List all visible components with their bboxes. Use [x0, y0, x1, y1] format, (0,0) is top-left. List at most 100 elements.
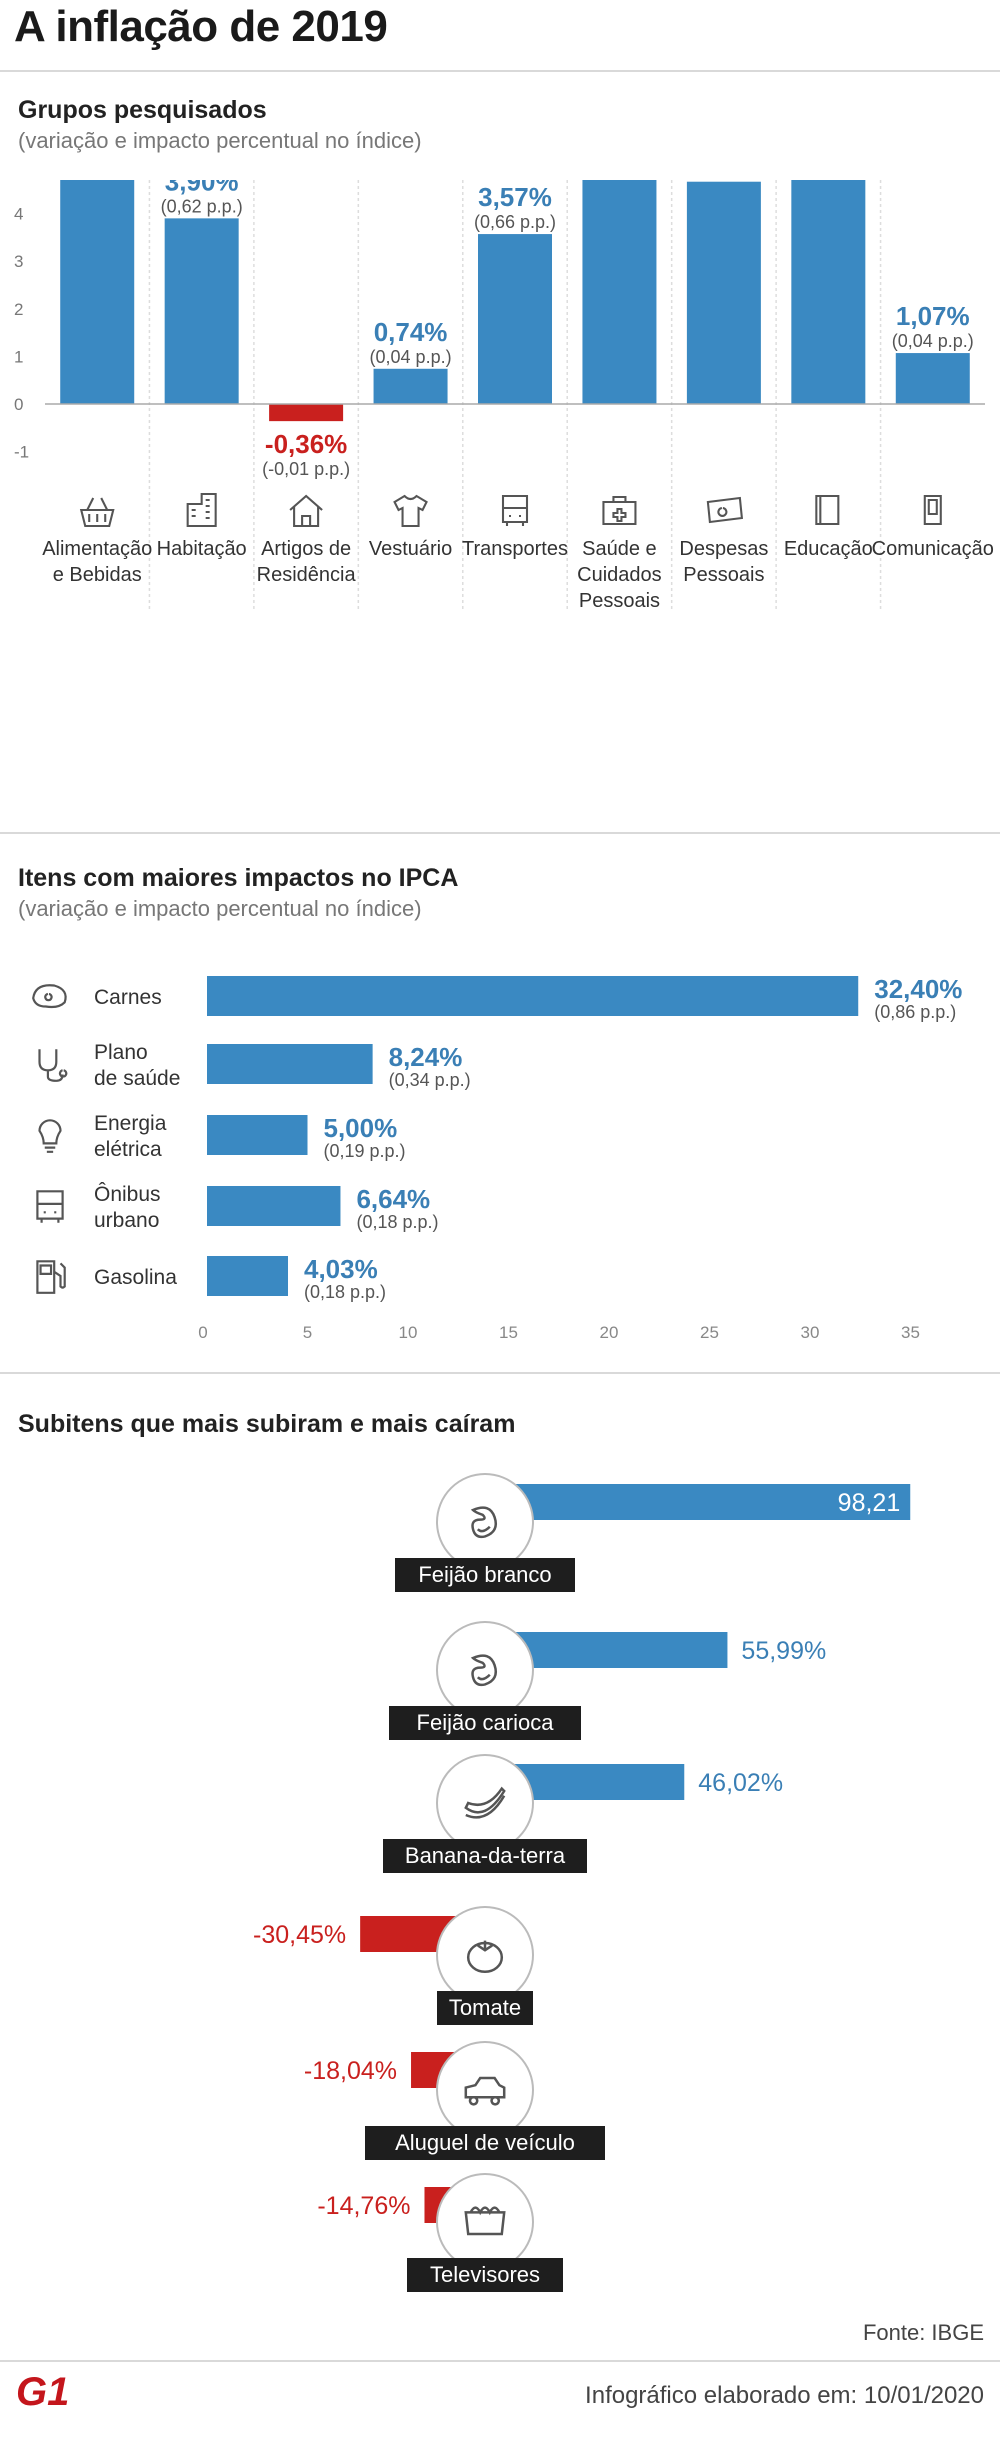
category-label: Comunicação	[872, 538, 994, 560]
bar	[791, 180, 866, 404]
value-label: 4,03%	[304, 1254, 378, 1284]
title-divider	[0, 70, 1000, 72]
category-label: Residência	[257, 564, 357, 586]
category-label: elétrica	[94, 1138, 162, 1161]
impact-label: (0,18 p.p.)	[356, 1212, 438, 1232]
bean-icon-part	[470, 1654, 498, 1687]
bus-icon	[36, 1190, 64, 1223]
tomato-icon-part	[466, 1940, 504, 1974]
label-box	[365, 2126, 605, 2160]
value-label: 32,40%	[874, 974, 962, 1004]
bar	[895, 353, 970, 404]
impact-label: (0,04 p.p.)	[370, 347, 452, 367]
value-label: 6,64%	[356, 1184, 430, 1214]
x-tick-label: 15	[499, 1323, 518, 1342]
category-label: Feijão carioca	[417, 1710, 555, 1735]
value-label: 46,02%	[698, 1769, 783, 1797]
y-tick-label: 1	[14, 347, 23, 366]
category-label: Carnes	[94, 986, 162, 1009]
bean-icon	[470, 1506, 498, 1539]
category-label: Tomate	[449, 1995, 521, 2020]
impact-label: (-0,01 p.p.)	[262, 459, 350, 479]
value-label: -18,04%	[304, 2057, 397, 2085]
y-tick-label: -1	[14, 443, 29, 462]
bar	[478, 234, 552, 404]
y-tick-label: 3	[14, 252, 23, 271]
fuel-pump-icon-part	[36, 1260, 66, 1294]
items-chart: 32,40%(0,86 p.p.) Carnes 8,24%(0,34 p.p.) P…	[32, 974, 962, 1342]
phone-icon-part	[923, 494, 942, 526]
shirt-icon	[393, 494, 428, 528]
category-label: Banana-da-terra	[405, 1843, 566, 1868]
category-label: Cuidados	[577, 564, 662, 586]
impact-label: (0,66 p.p.)	[474, 212, 556, 232]
tv-icon-part	[464, 2206, 506, 2236]
x-tick-label: 10	[399, 1323, 418, 1342]
value-label: 1,07%	[896, 301, 970, 331]
category-label: e Bebidas	[53, 564, 142, 586]
category-label: Gasolina	[94, 1266, 177, 1289]
banana-icon-part	[464, 1786, 506, 1819]
bar	[373, 368, 448, 404]
money-icon	[706, 496, 744, 524]
impact-label: (0,34 p.p.)	[389, 1070, 471, 1090]
section3-title: Subitens que mais subiram e mais caíram	[18, 1410, 516, 1438]
book-icon-part	[815, 494, 840, 526]
category-label: Saúde e	[582, 538, 657, 560]
bar	[207, 1186, 341, 1226]
category-label: Feijão branco	[418, 1562, 551, 1587]
icon-circle	[436, 1473, 534, 1571]
meat-icon	[32, 984, 67, 1009]
house-icon-part	[289, 494, 323, 528]
building-icon-part	[186, 492, 217, 528]
bus-icon	[501, 494, 529, 526]
bus-icon-part	[501, 494, 529, 526]
stethoscope-icon-part	[38, 1049, 68, 1082]
value-label: -14,76%	[317, 2192, 410, 2220]
x-tick-label: 25	[700, 1323, 719, 1342]
section2-subtitle: (variação e impacto percentual no índice…	[18, 896, 422, 921]
category-label: Ônibus	[94, 1183, 161, 1206]
icon-circle	[436, 2041, 534, 2139]
house-icon	[289, 494, 323, 528]
category-label: urbano	[94, 1209, 159, 1232]
value-label: 5,00%	[324, 1113, 398, 1143]
section-divider	[0, 832, 1000, 834]
page-title: A inflação de 2019	[14, 2, 388, 51]
medkit-icon	[602, 495, 637, 526]
footer-date: Infográfico elaborado em: 10/01/2020	[585, 2382, 984, 2409]
category-label: Habitação	[157, 538, 247, 560]
x-tick-label: 0	[198, 1323, 207, 1342]
category-label: Vestuário	[369, 538, 452, 560]
impact-label: (0,19 p.p.)	[324, 1141, 406, 1161]
section-divider	[0, 1372, 1000, 1374]
y-tick-label: 2	[14, 300, 23, 319]
label-box	[395, 1558, 575, 1592]
meat-icon-part	[32, 984, 67, 1009]
value-label: -30,45%	[253, 1921, 346, 1949]
category-label: Aluguel de veículo	[395, 2130, 575, 2155]
label-box	[437, 1991, 533, 2025]
lightbulb-icon	[38, 1119, 62, 1153]
subitems-chart: 98,21 Feijão branco 55,99% Feijão carioca 46…	[253, 1473, 911, 2292]
value-label: 98,21	[838, 1489, 901, 1517]
impact-label: (0,86 p.p.)	[874, 1002, 956, 1022]
bar	[207, 1256, 289, 1296]
category-label: de saúde	[94, 1067, 180, 1090]
category-label: Despesas	[679, 538, 768, 560]
label-box	[389, 1706, 581, 1740]
value-label: 0,74%	[374, 317, 448, 347]
bar	[686, 181, 761, 404]
banana-icon	[464, 1786, 506, 1819]
section1-title: Grupos pesquisados	[18, 96, 267, 124]
bar	[164, 218, 239, 404]
book-icon	[815, 494, 840, 526]
category-label: Artigos de	[261, 538, 351, 560]
label-box	[383, 1839, 587, 1873]
impact-label: (0,18 p.p.)	[304, 1282, 386, 1302]
value-label: 3,90%	[165, 180, 239, 196]
impact-label: (0,04 p.p.)	[892, 331, 974, 351]
section2-title: Itens com maiores impactos no IPCA	[18, 864, 459, 892]
section1-subtitle: (variação e impacto percentual no índice…	[18, 128, 422, 153]
x-tick-label: 30	[801, 1323, 820, 1342]
